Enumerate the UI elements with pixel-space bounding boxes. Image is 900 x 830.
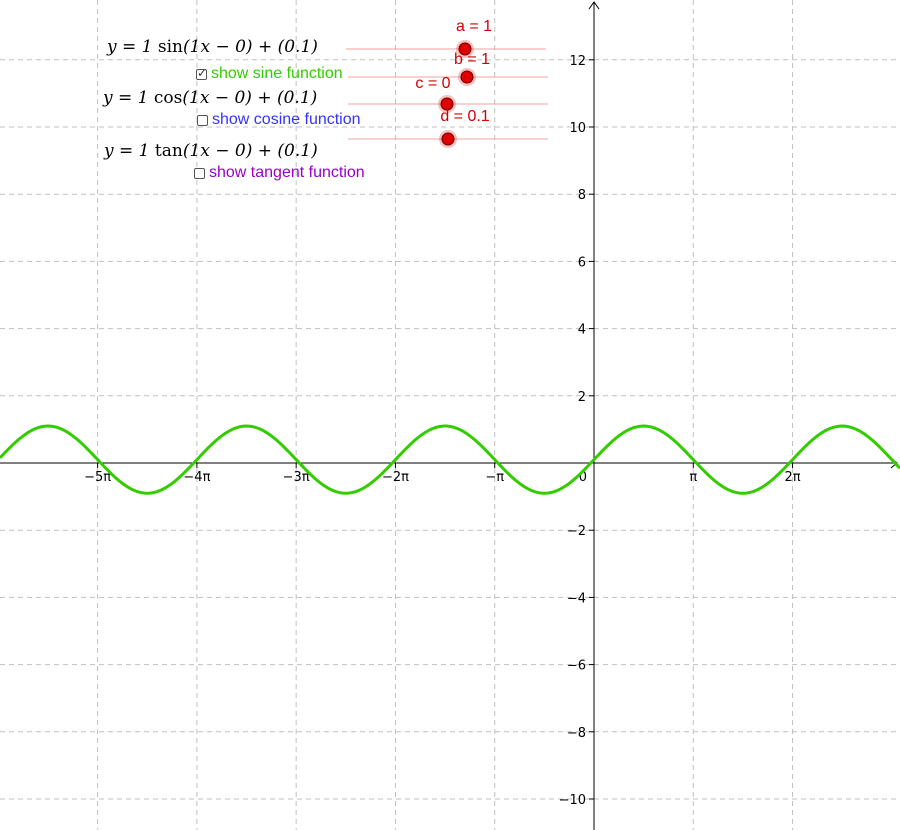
slider-c-handle[interactable] [440,97,454,111]
slider-a-handle[interactable] [458,42,472,56]
y-tick-label: 10 [569,121,586,136]
show-cosine-checkbox[interactable]: show cosine function [197,111,361,129]
slider-tracks [346,40,548,148]
axis-ticks: −5π −4π −3π −2π −π π 2π 12 10 8 6 4 2 −2 −4 −6 −8 −10 0 [84,54,801,808]
y-tick-label: −8 [567,726,586,741]
sine-curve[interactable] [0,424,900,495]
tangent-formula: y = 1 tan(1x − 0) + (0.1) [104,141,318,161]
cosine-formula: y = 1 cos(1x − 0) + (0.1) [103,88,318,108]
y-tick-label: 2 [578,390,586,405]
show-tangent-label[interactable]: show tangent function [209,164,365,181]
checkbox-icon[interactable] [196,66,207,80]
x-tick-label: −2π [382,470,409,485]
show-sine-label[interactable]: show sine function [211,65,343,82]
slider-a-label: a = 1 [455,18,493,35]
y-tick-label: 12 [569,54,586,69]
x-tick-label: −π [485,470,504,485]
x-tick-label: 2π [784,470,800,485]
y-tick-label: 4 [578,323,586,338]
slider-d-handle[interactable] [441,132,455,146]
checkbox-icon[interactable] [194,167,205,179]
y-tick-label: 8 [578,188,586,203]
y-tick-label: −4 [567,591,586,606]
y-tick-label: −2 [567,524,586,539]
show-tangent-checkbox[interactable]: show tangent function [194,164,365,182]
y-tick-label: 6 [578,255,586,270]
checkbox-icon[interactable] [197,114,208,126]
show-cosine-label[interactable]: show cosine function [212,111,361,128]
y-tick-label: −6 [567,659,586,674]
y-axis-arrow [588,1,600,10]
slider-c-label: c = 0 [415,75,451,92]
x-tick-label: −3π [283,470,310,485]
sine-formula: y = 1 sin(1x − 0) + (0.1) [107,37,318,57]
x-tick-label: −5π [84,470,111,485]
origin-label: 0 [579,470,587,485]
show-sine-checkbox[interactable]: show sine function [196,65,343,83]
slider-b-label: b = 1 [453,51,491,68]
slider-d-label: d = 0.1 [440,108,490,125]
x-tick-label: π [689,470,697,485]
x-tick-label: −4π [183,470,210,485]
y-tick-label: −10 [559,793,586,808]
slider-b-handle[interactable] [460,70,474,84]
